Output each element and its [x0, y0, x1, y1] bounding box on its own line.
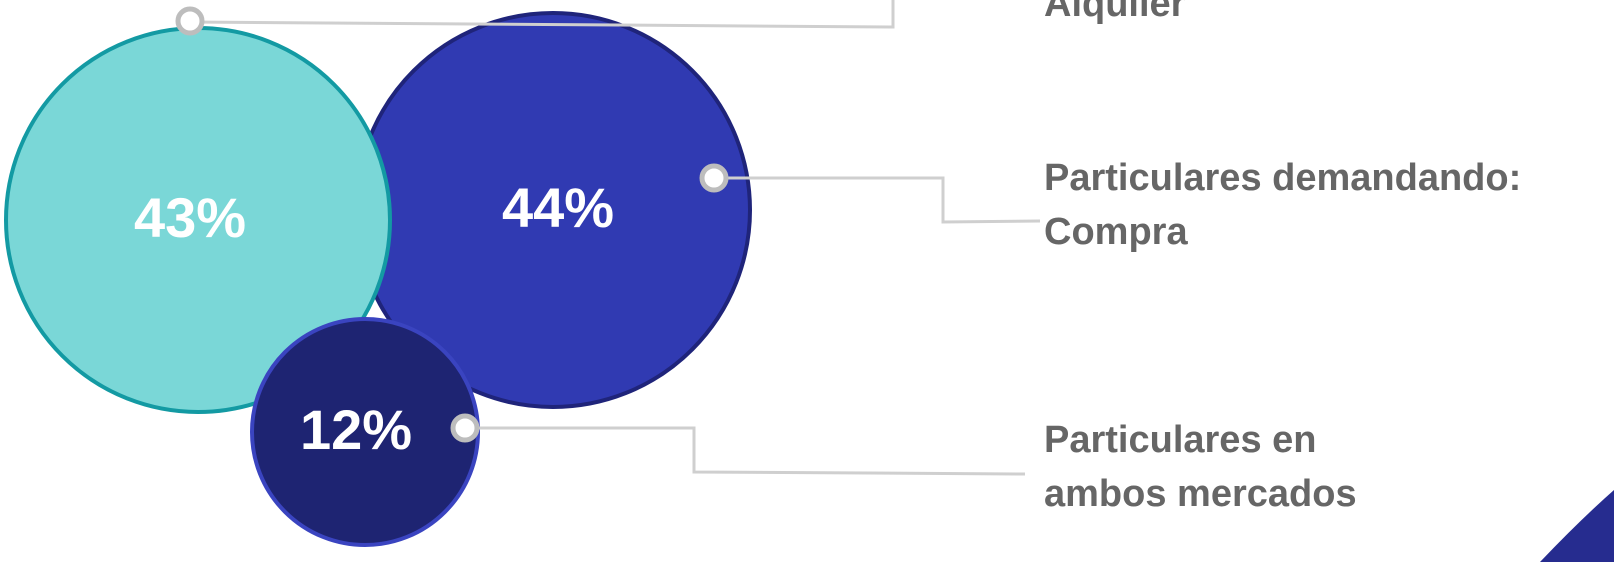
- legend-text: Alquiler: [1044, 0, 1186, 25]
- connector: [465, 426, 1026, 476]
- legend-text: Particulares en: [1044, 419, 1316, 461]
- legend-text: Compra: [1044, 211, 1188, 253]
- legend-text: Particulares demandando:: [1044, 157, 1521, 199]
- corner-decoration: [1540, 490, 1614, 562]
- percent-label: 43%: [134, 186, 246, 249]
- percent-label: 12%: [300, 398, 412, 461]
- connector-pin: [450, 413, 480, 443]
- connector: [714, 176, 1041, 224]
- percent-label: 44%: [502, 176, 614, 239]
- connector-pin: [699, 163, 729, 193]
- connector: [189, 0, 895, 29]
- connector-pin: [175, 6, 205, 36]
- legend-text: ambos mercados: [1044, 473, 1357, 515]
